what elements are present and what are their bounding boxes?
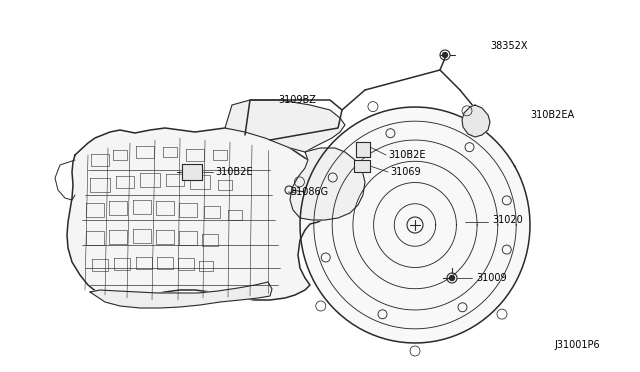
- Text: 31086G: 31086G: [290, 187, 328, 197]
- Text: 31020: 31020: [492, 215, 523, 225]
- Polygon shape: [90, 282, 272, 308]
- Polygon shape: [300, 107, 530, 343]
- Text: 31069: 31069: [390, 167, 420, 177]
- Circle shape: [442, 52, 447, 58]
- Polygon shape: [182, 164, 202, 180]
- Polygon shape: [462, 105, 490, 137]
- Polygon shape: [225, 100, 345, 152]
- Polygon shape: [67, 128, 340, 300]
- Circle shape: [449, 276, 454, 280]
- Text: 38352X: 38352X: [490, 41, 527, 51]
- Text: 3109BZ: 3109BZ: [278, 95, 316, 105]
- Text: J31001P6: J31001P6: [554, 340, 600, 350]
- Polygon shape: [354, 160, 370, 172]
- Polygon shape: [356, 142, 370, 157]
- Polygon shape: [290, 148, 365, 220]
- Text: 310B2EA: 310B2EA: [530, 110, 574, 120]
- Text: 31009: 31009: [476, 273, 507, 283]
- Text: 310B2E: 310B2E: [388, 150, 426, 160]
- Text: 310B2E: 310B2E: [215, 167, 253, 177]
